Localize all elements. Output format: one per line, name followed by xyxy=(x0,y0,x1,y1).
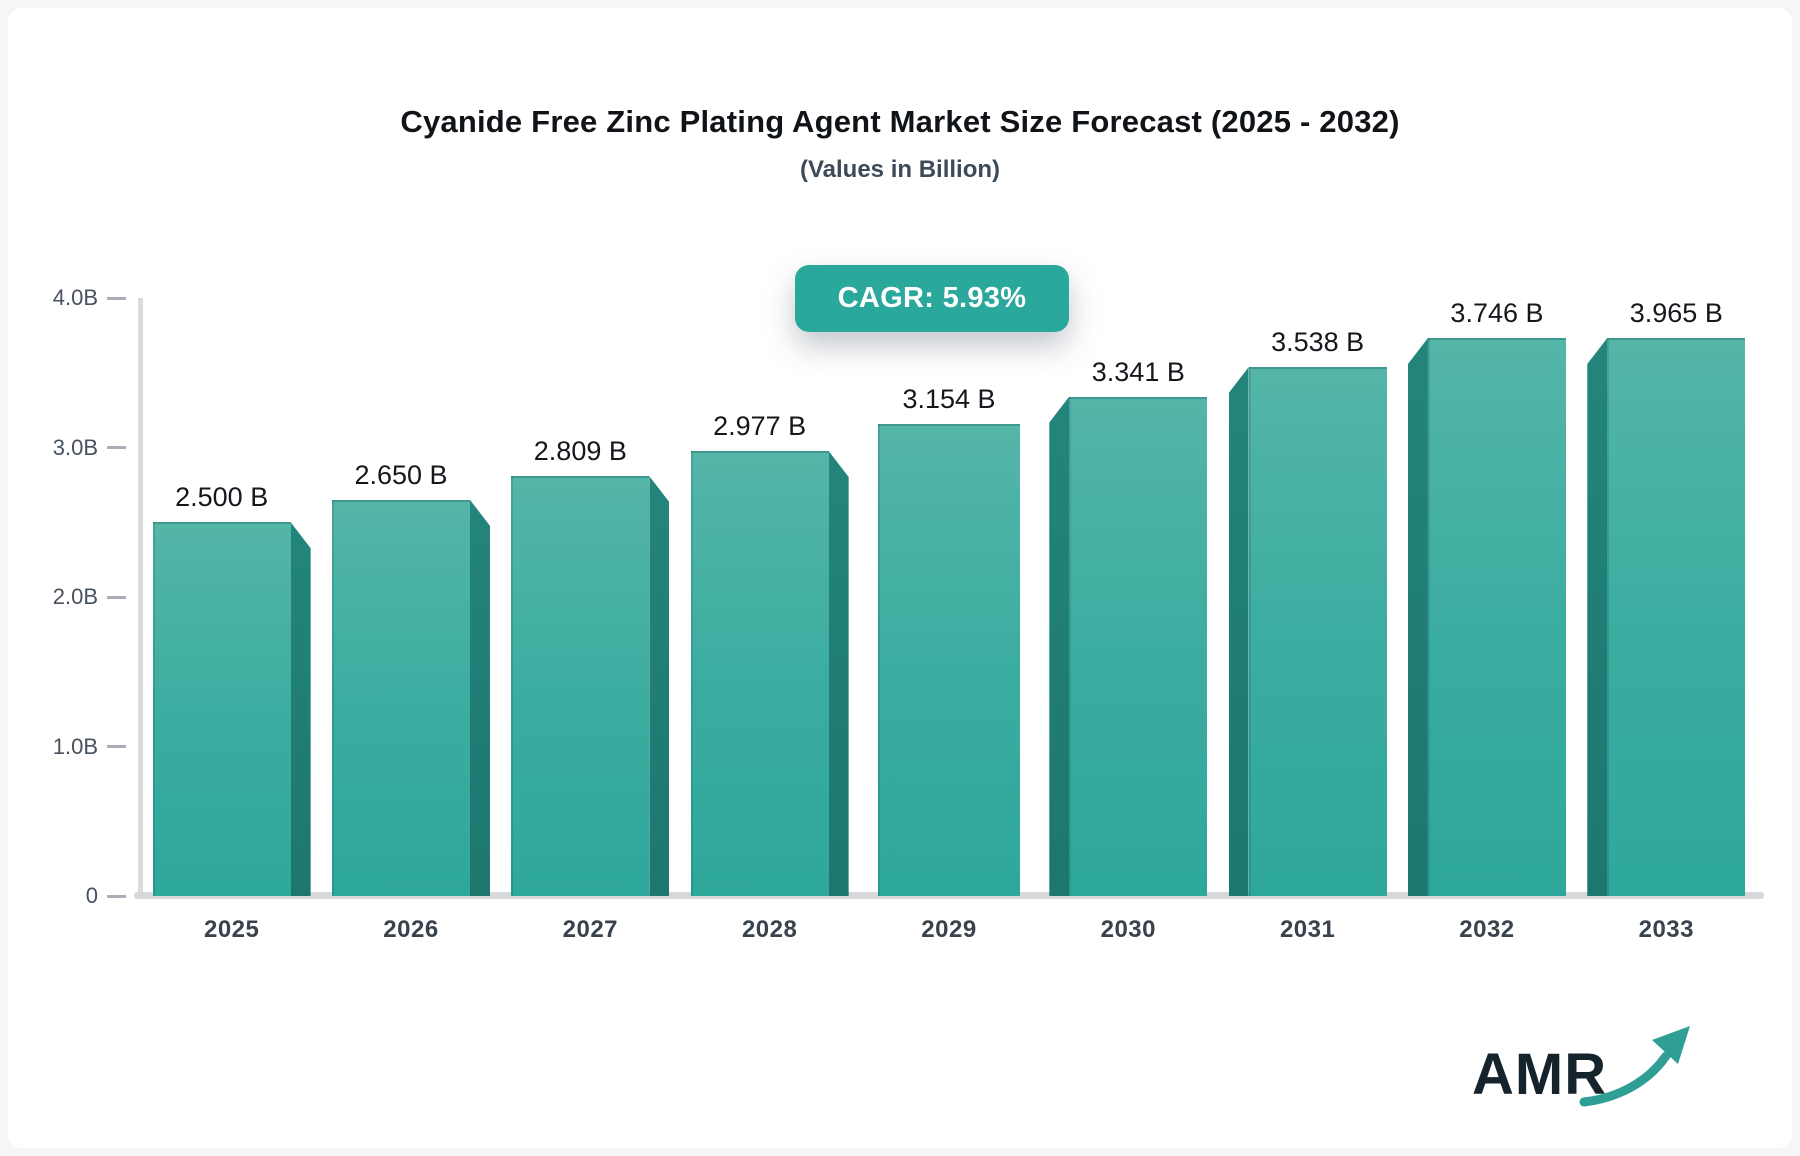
x-axis-label: 2029 xyxy=(921,916,977,943)
bar-value-label: 3.965 B xyxy=(1629,298,1723,328)
y-tick-label: 3.0B xyxy=(52,434,98,460)
amr-logo-text: AMR xyxy=(1472,1042,1608,1107)
bar-side-3d xyxy=(469,499,490,896)
amr-logo: AMR xyxy=(1472,1020,1692,1116)
x-axis-label: 2032 xyxy=(1459,916,1515,943)
bar-slot: 3.746 B xyxy=(1397,298,1576,896)
bar-side-3d xyxy=(649,476,670,896)
bar-face xyxy=(511,476,650,896)
bar-slot: 3.341 B xyxy=(1039,298,1218,896)
bar xyxy=(1049,396,1208,896)
bar-value-label: 2.809 B xyxy=(533,436,627,467)
bar-side-3d xyxy=(1407,338,1428,896)
bar-face xyxy=(1427,338,1566,896)
bar-slot: 2.977 B xyxy=(680,298,859,896)
chart-subtitle: (Values in Billion) xyxy=(799,156,1001,183)
y-axis-line xyxy=(138,298,143,896)
bar-face xyxy=(152,522,291,896)
y-tick xyxy=(107,894,126,898)
x-axis-label: 2028 xyxy=(741,916,798,943)
bar-slot: 2.809 B xyxy=(501,298,680,896)
bar-slot: 3.965 B xyxy=(1577,298,1756,896)
bar-plot-area: 2.500 B 2.650 B 2.809 B 2.977 B 3.154 B 3.341… xyxy=(142,298,1756,896)
y-tick xyxy=(107,446,126,449)
y-tick-label: 2.0B xyxy=(52,584,98,609)
bar-side-3d xyxy=(828,450,849,896)
bar xyxy=(152,522,311,896)
bar xyxy=(1587,338,1746,896)
x-axis-labels: 2025 2026 2027 2028 2029 2030 2031 2032 2033 xyxy=(142,916,1756,944)
bar-slot: 3.154 B xyxy=(859,298,1038,896)
y-tick-label: 0 xyxy=(85,883,98,908)
bar-slot: 2.500 B xyxy=(142,298,321,896)
x-axis-label: 2026 xyxy=(383,916,439,943)
bar-face xyxy=(1248,367,1387,896)
bar xyxy=(511,476,670,896)
bar-value-label: 2.650 B xyxy=(354,459,448,490)
trend-up-arrow-icon xyxy=(1579,1026,1690,1107)
bar xyxy=(331,499,490,896)
bar-face xyxy=(331,499,470,896)
x-axis-label: 2031 xyxy=(1279,916,1336,943)
bar-value-label: 2.977 B xyxy=(713,410,807,441)
y-tick-label: 4.0B xyxy=(52,285,98,310)
bar xyxy=(1228,367,1387,896)
y-tick-label: 1.0B xyxy=(52,733,98,759)
x-axis-label: 2025 xyxy=(203,916,260,943)
bar-value-label: 2.500 B xyxy=(175,482,269,513)
cagr-badge: CAGR: 5.93% xyxy=(795,265,1069,332)
y-tick xyxy=(107,595,126,599)
bar-side-3d xyxy=(1049,396,1070,896)
bar-value-label: 3.154 B xyxy=(902,384,996,415)
bar-face xyxy=(877,424,1020,896)
bar-side-3d xyxy=(1587,338,1608,896)
bar-face xyxy=(1607,338,1746,896)
bar-face xyxy=(690,450,829,896)
bar-value-label: 3.341 B xyxy=(1091,356,1185,387)
bar-value-label: 3.538 B xyxy=(1271,327,1365,358)
bar-face xyxy=(1069,396,1208,896)
y-tick xyxy=(107,745,126,748)
bar xyxy=(870,424,1028,896)
bar-value-label: 3.746 B xyxy=(1450,298,1544,328)
chart-title: Cyanide Free Zinc Plating Agent Market S… xyxy=(400,104,1400,139)
cagr-badge-label: CAGR: 5.93% xyxy=(837,282,1027,314)
bar xyxy=(690,450,849,896)
y-tick xyxy=(107,296,126,300)
x-axis-label: 2030 xyxy=(1100,916,1156,943)
bar xyxy=(1407,338,1566,896)
chart-card: Cyanide Free Zinc Plating Agent Market S… xyxy=(8,8,1792,1148)
bar-slot: 2.650 B xyxy=(321,298,500,896)
bar-side-3d xyxy=(1228,367,1249,896)
x-axis-label: 2027 xyxy=(562,916,619,943)
x-axis-label: 2033 xyxy=(1638,916,1694,943)
bar-side-3d xyxy=(290,522,311,896)
bar-slot: 3.538 B xyxy=(1218,298,1397,896)
